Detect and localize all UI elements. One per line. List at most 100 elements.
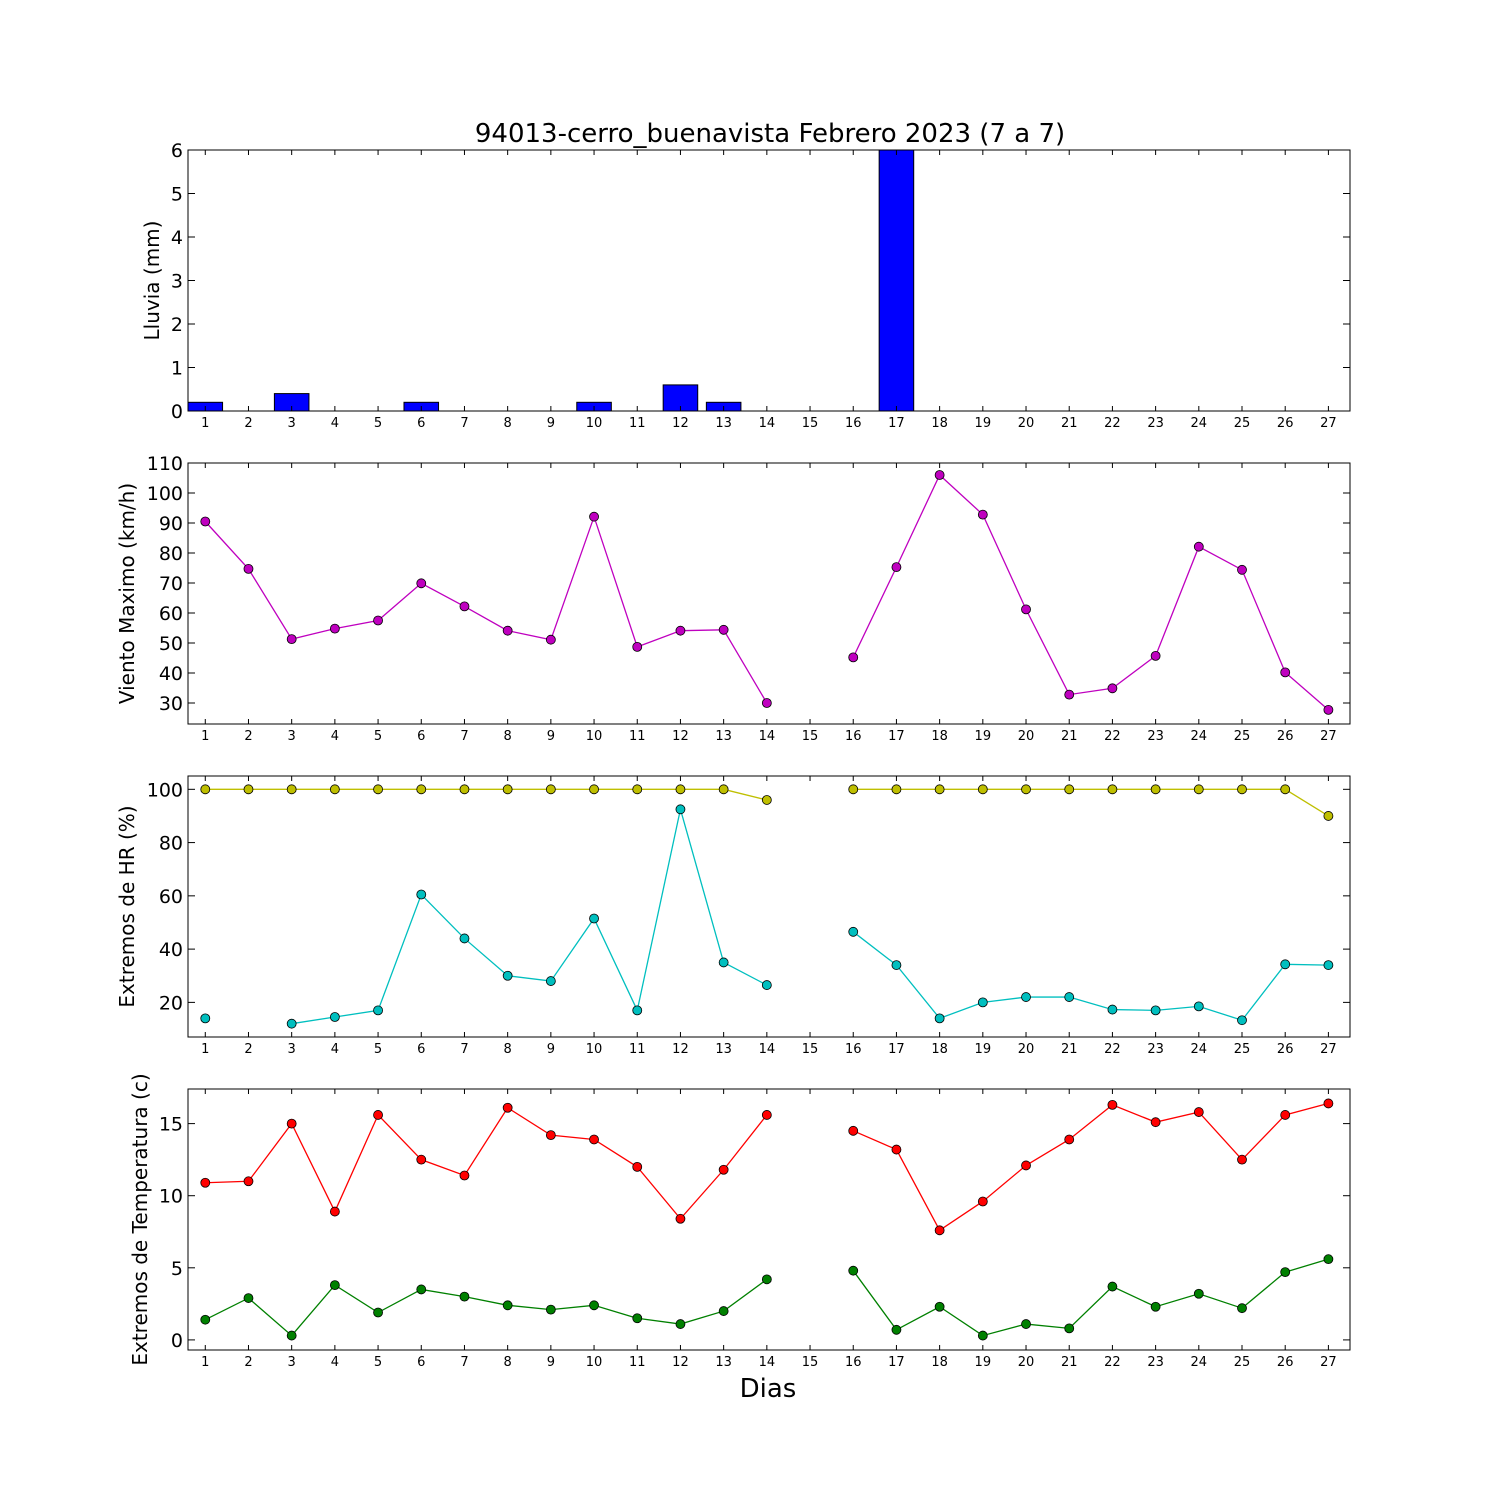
series-0-point-day-12: [675, 625, 686, 636]
series-1-point-day-19: [977, 997, 988, 1008]
y-tick-label: 50: [159, 633, 183, 655]
series-1-point-day-4: [329, 1280, 340, 1291]
series-0-point-day-11: [632, 1161, 643, 1172]
series-0-point-day-17: [891, 1144, 902, 1155]
series-1-point-day-22: [1107, 1281, 1118, 1292]
series-0-point-day-9: [545, 784, 556, 795]
series-0-point-day-7: [459, 1170, 470, 1181]
series-1-point-day-7: [459, 933, 470, 944]
x-tick-label: 20: [1018, 729, 1035, 744]
series-0-point-day-22: [1107, 784, 1118, 795]
series-1-point-day-14: [761, 980, 772, 990]
series-1-point-day-3: [286, 1330, 297, 1341]
x-tick-label: 19: [975, 729, 992, 744]
series-0-point-day-19: [977, 509, 988, 520]
axes-frame: [187, 149, 1351, 412]
series-0-point-day-13: [718, 784, 729, 795]
x-tick-label: 7: [460, 416, 468, 431]
series-1-point-day-6: [416, 889, 427, 900]
x-tick-label: 5: [374, 1042, 382, 1057]
x-tick-label: 4: [331, 1355, 339, 1370]
x-tick-label: 21: [1061, 416, 1078, 431]
series-0-point-day-21: [1064, 689, 1075, 700]
x-tick-label: 2: [244, 416, 252, 431]
series-0-point-day-2: [243, 564, 254, 574]
series-1-point-day-24: [1193, 1288, 1204, 1299]
x-tick-label: 26: [1277, 729, 1294, 744]
series-0-point-day-7: [459, 784, 470, 795]
series-1-point-day-11: [632, 1313, 643, 1324]
series-0-point-day-3: [286, 634, 297, 644]
y-tick-label: 4: [171, 227, 183, 249]
x-tick-label: 2: [244, 1355, 252, 1370]
x-tick-label: 11: [629, 1042, 646, 1057]
series-0-point-day-11: [632, 642, 643, 652]
series-0-point-day-23: [1150, 651, 1161, 661]
series-0-point-day-16: [848, 784, 859, 795]
series-0-point-day-2: [243, 784, 254, 795]
series-0-line-1: [852, 1102, 1329, 1232]
series-0-line-1: [853, 788, 1329, 817]
series-1-point-day-17: [891, 1324, 902, 1335]
x-tick-label: 9: [547, 1355, 555, 1370]
series-1-point-day-16: [848, 926, 859, 937]
y-axis-label: Extremos de Temperatura (c): [128, 1073, 152, 1365]
x-tick-label: 3: [288, 416, 296, 431]
x-tick-label: 4: [331, 729, 339, 744]
series-0-point-day-26: [1280, 1110, 1291, 1120]
x-tick-label: 8: [504, 1042, 512, 1057]
series-1-point-day-3: [286, 1018, 297, 1029]
series-0-point-day-19: [977, 784, 988, 795]
series-0-point-day-27: [1323, 1098, 1334, 1109]
y-tick-label: 5: [171, 184, 183, 206]
series-0-point-day-24: [1193, 541, 1204, 552]
y-axis-label: Extremos de HR (%): [115, 805, 139, 1007]
x-tick-label: 21: [1061, 729, 1078, 744]
y-tick-label: 80: [159, 833, 183, 855]
series-0-point-day-18: [934, 470, 945, 480]
series-0-point-day-7: [459, 601, 470, 612]
x-tick-label: 19: [975, 1355, 992, 1370]
x-tick-label: 26: [1277, 1355, 1294, 1370]
series-0-point-day-22: [1107, 1099, 1118, 1110]
chart-panels: 1 2 3 4 5 6 7 8 9 10 11 12 13 14 15 16 17 18 19 20 21 22 23 24 2…: [115, 140, 1351, 1370]
series-1-point-day-6: [416, 1284, 427, 1295]
x-tick-label: 24: [1191, 1355, 1208, 1370]
series-0-point-day-11: [632, 784, 643, 795]
series-0-point-day-8: [502, 1102, 513, 1113]
series-1-point-day-14: [761, 1274, 772, 1285]
series-1-point-day-18: [934, 1301, 945, 1312]
series-0-point-day-18: [934, 784, 945, 795]
x-tick-label: 27: [1320, 1042, 1337, 1057]
x-tick-label: 2: [244, 729, 252, 744]
series-0-point-day-20: [1021, 604, 1031, 615]
series-0-point-day-17: [891, 562, 902, 572]
x-tick-label: 6: [417, 729, 425, 744]
series-1-point-day-23: [1150, 1005, 1161, 1016]
series-0-point-day-26: [1280, 784, 1291, 795]
y-tick-label: 15: [159, 1114, 183, 1136]
x-tick-label: 17: [888, 1355, 905, 1370]
series-0-point-day-4: [329, 784, 340, 795]
x-tick-label: 24: [1191, 416, 1208, 431]
series-0-point-day-21: [1064, 784, 1075, 795]
x-tick-label: 8: [504, 1355, 512, 1370]
series-0-point-day-5: [373, 615, 383, 626]
x-tick-label: 10: [586, 416, 603, 431]
series-1-point-day-25: [1237, 1303, 1247, 1314]
series-0-point-day-24: [1193, 784, 1204, 795]
series-0-point-day-26: [1280, 667, 1291, 678]
x-tick-label: 25: [1234, 416, 1251, 431]
x-tick-label: 9: [547, 729, 555, 744]
y-tick-label: 100: [147, 779, 183, 801]
y-tick-label: 70: [159, 573, 183, 595]
series-1-point-day-25: [1237, 1015, 1247, 1026]
series-0-point-day-4: [329, 1206, 340, 1217]
x-tick-label: 20: [1018, 1355, 1035, 1370]
x-tick-label: 8: [504, 416, 512, 431]
series-0-line-0: [205, 1106, 768, 1220]
series-0-point-day-4: [329, 623, 340, 634]
x-tick-label: 9: [547, 1042, 555, 1057]
x-tick-label: 27: [1320, 416, 1337, 431]
series-0-point-day-13: [718, 624, 729, 635]
